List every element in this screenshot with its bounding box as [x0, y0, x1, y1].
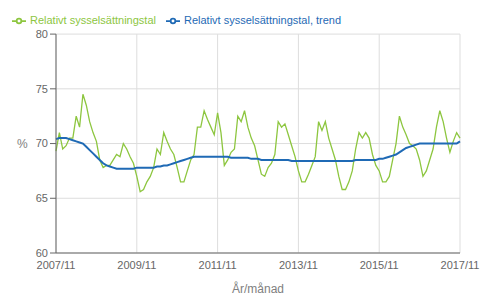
svg-text:60: 60 [36, 247, 48, 259]
html-text:Relativt sysselsättningstal, t: Relativt sysselsättningstal, trend [184, 14, 342, 26]
svg-text:70: 70 [36, 137, 48, 149]
svg-text:2007/11: 2007/11 [37, 259, 76, 271]
html-text:Relativt sysselsättningstal: Relativt sysselsättningstal [30, 14, 156, 26]
svg-text:80: 80 [36, 28, 48, 40]
svg-text:2011/11: 2011/11 [199, 259, 237, 271]
svg-text:År/månad: År/månad [232, 281, 284, 296]
svg-text:2015/11: 2015/11 [360, 259, 399, 271]
svg-text:2013/11: 2013/11 [279, 259, 318, 271]
svg-text:65: 65 [36, 192, 48, 204]
svg-text:2009/11: 2009/11 [117, 259, 156, 271]
svg-text:75: 75 [36, 83, 48, 95]
svg-text:%: % [17, 137, 28, 151]
svg-text:2017/11: 2017/11 [441, 259, 480, 271]
